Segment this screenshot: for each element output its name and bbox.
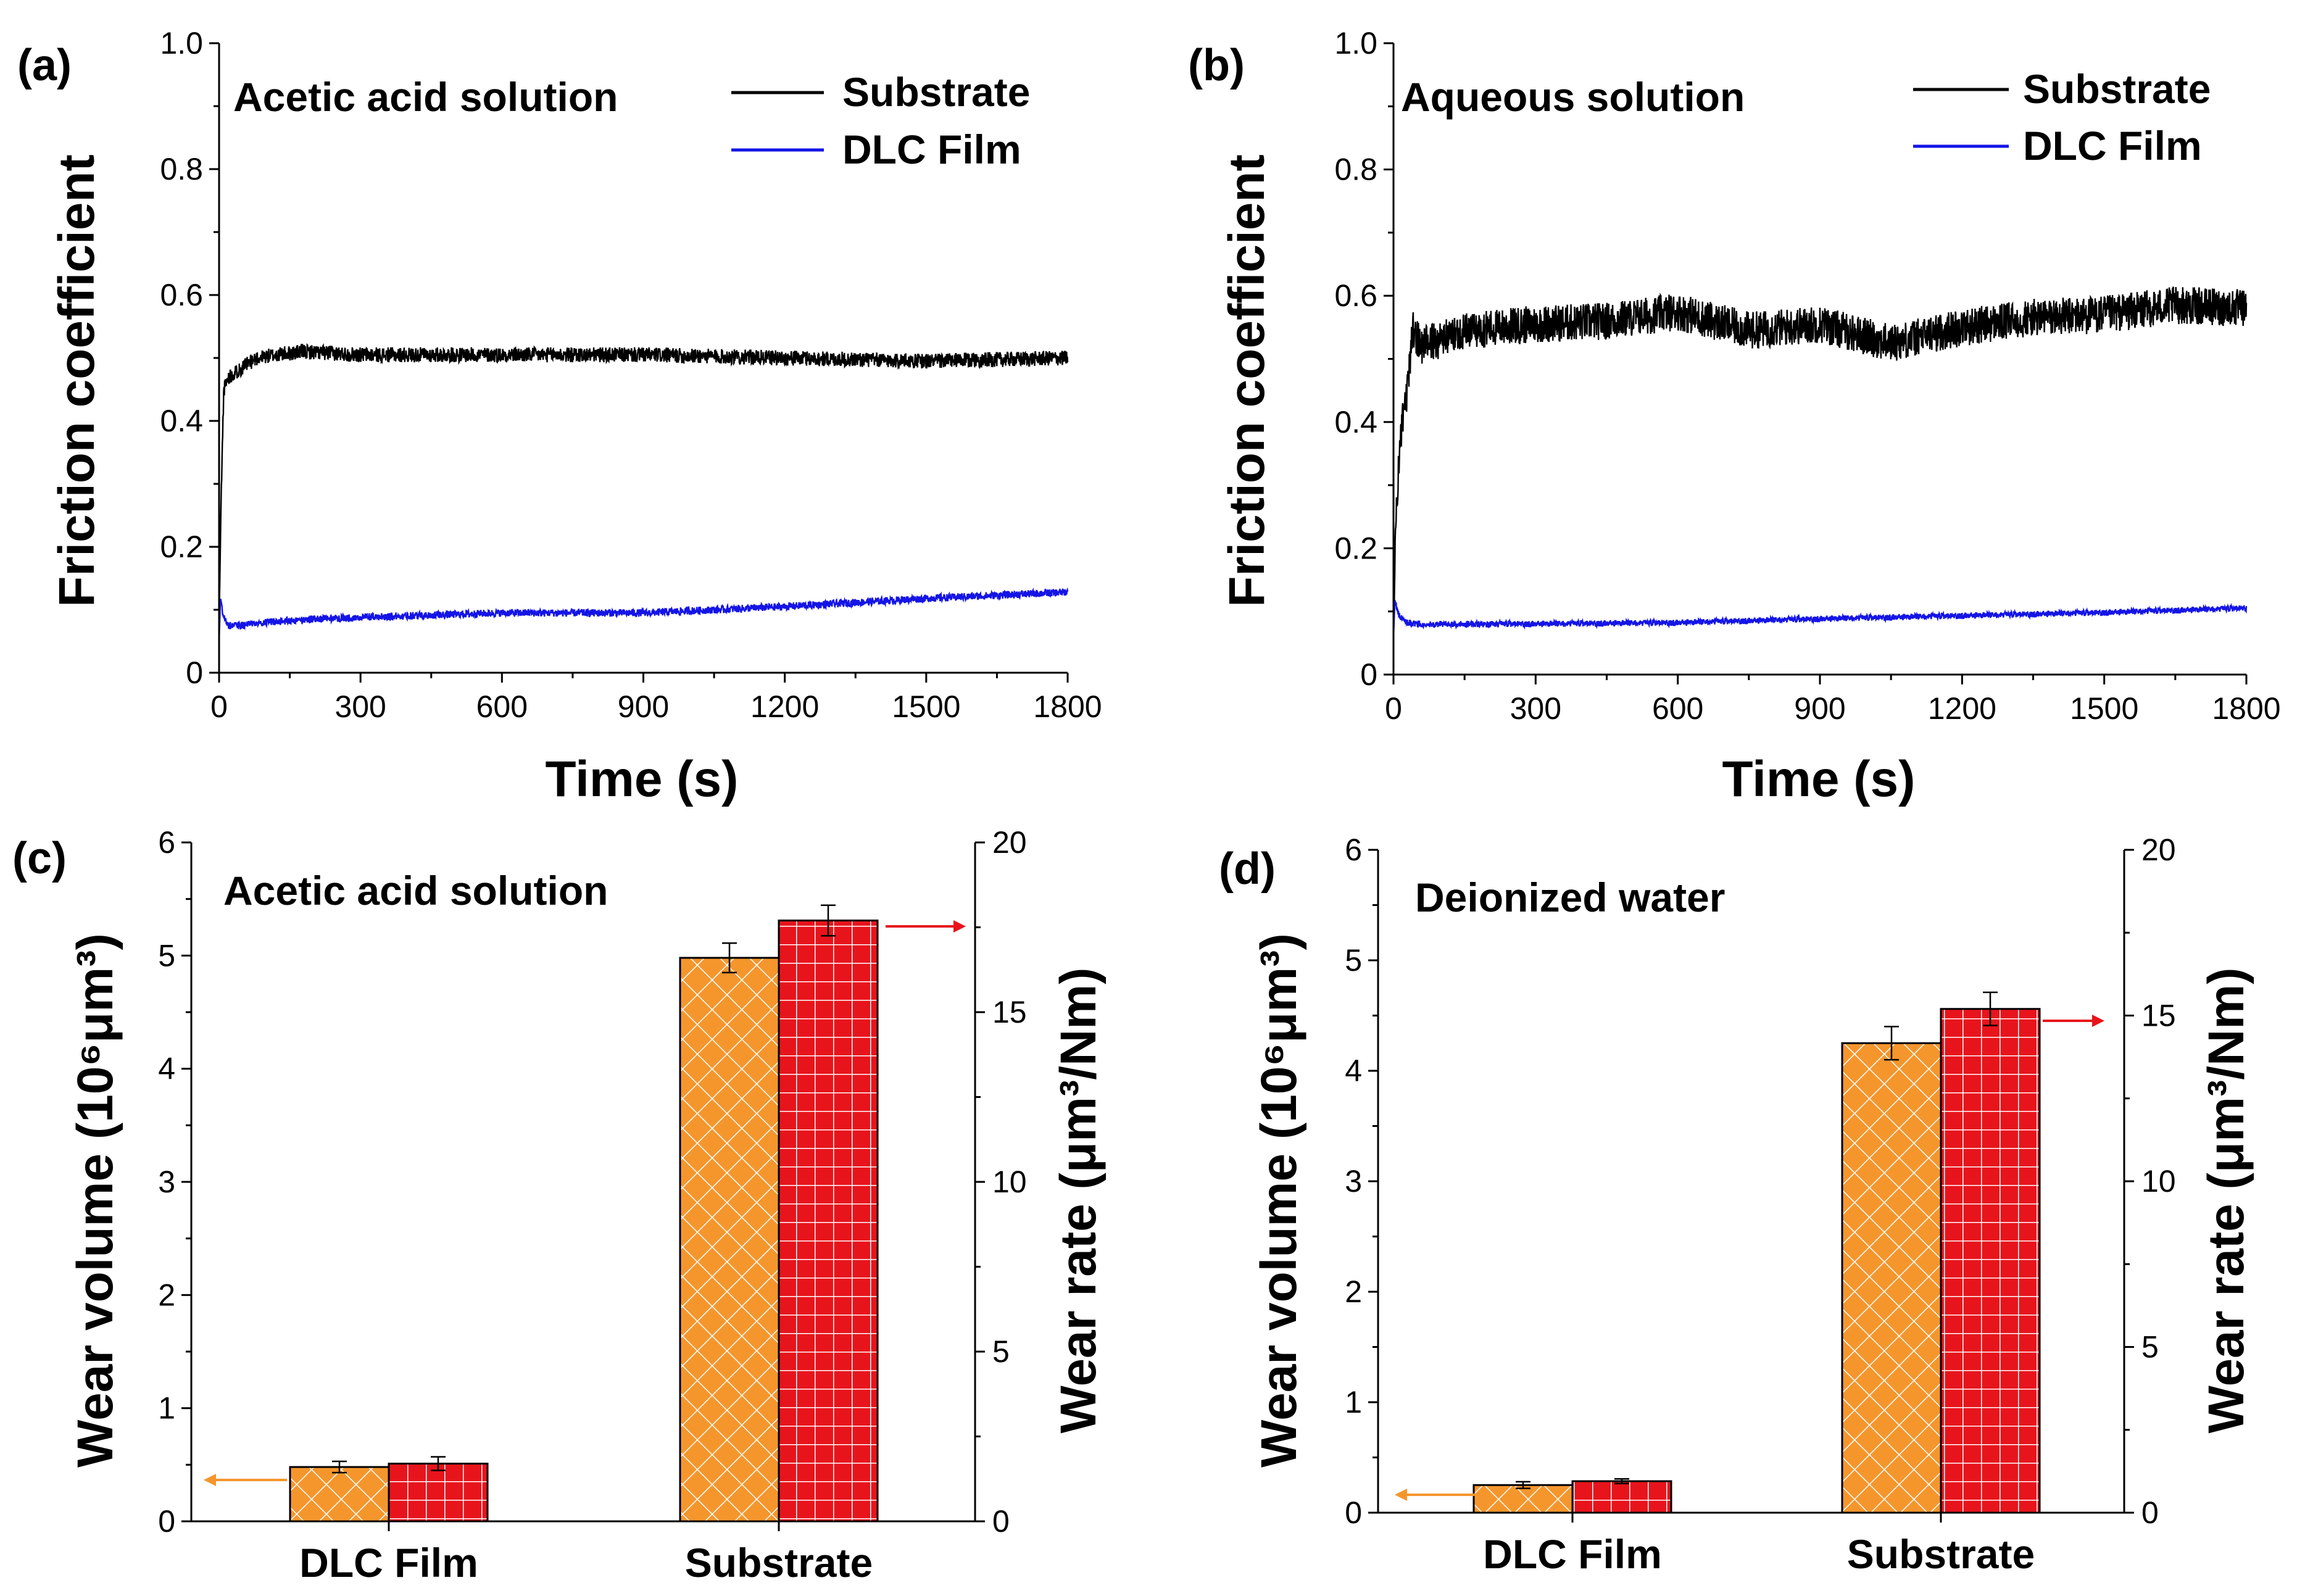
- y-left-tick-label: 1: [1345, 1385, 1362, 1419]
- bar-wear-volume: [1841, 1042, 1942, 1514]
- legend-label-dlc: DLC Film: [842, 127, 1021, 172]
- bar-wear-volume: [1472, 1484, 1574, 1514]
- panel-label: (d): [1219, 844, 1276, 894]
- y-left-tick-label: 5: [1345, 943, 1362, 978]
- x-tick-label: 0: [210, 689, 228, 724]
- x-tick-label: 300: [334, 689, 386, 724]
- series-line-dlc-film: [218, 587, 1069, 642]
- x-tick-label: 1800: [1033, 689, 1102, 724]
- panel-label: (b): [1188, 41, 1245, 90]
- y-left-tick-label: 5: [158, 938, 175, 973]
- bar-wear-volume: [289, 1466, 390, 1523]
- x-tick-label: 0: [1385, 691, 1402, 726]
- y-right-tick-label: 15: [2141, 999, 2176, 1033]
- inner-title: Acetic acid solution: [223, 868, 608, 913]
- y-tick-label: 0.4: [1334, 405, 1377, 439]
- y-axis-title: Friction coefficient: [49, 154, 105, 607]
- x-axis-title: Time (s): [546, 751, 739, 807]
- category-label: DLC Film: [1483, 1531, 1662, 1577]
- x-tick-label: 1800: [2212, 691, 2280, 726]
- x-tick-label: 1200: [750, 689, 819, 724]
- y-left-tick-label: 3: [1345, 1164, 1362, 1199]
- y-left-tick-label: 2: [158, 1278, 175, 1312]
- y-tick-label: 0.2: [160, 530, 203, 564]
- panel-label: (a): [17, 41, 72, 90]
- y-tick-label: 0: [1360, 657, 1377, 692]
- y-axis-left-title: Wear volume (10⁶μm³): [1251, 933, 1307, 1468]
- y-tick-label: 0.6: [1334, 278, 1377, 313]
- y-right-tick-label: 5: [2141, 1330, 2159, 1365]
- y-left-tick-label: 2: [1345, 1274, 1362, 1309]
- legend: Substrate DLC Film: [1913, 66, 2211, 168]
- bar-wear-rate: [388, 1463, 489, 1523]
- y-tick-label: 1.0: [1334, 26, 1377, 60]
- x-tick-label: 1200: [1928, 691, 1996, 726]
- bar-wear-rate: [1571, 1480, 1672, 1514]
- y-left-tick-label: 0: [1345, 1495, 1362, 1530]
- x-tick-label: 300: [1510, 691, 1561, 726]
- y-axis-right-title: Wear rate (μm³/Nm): [2198, 968, 2254, 1434]
- x-tick-label: 900: [618, 689, 669, 724]
- bar-wear-volume: [679, 957, 780, 1523]
- plot-area: 0 0.2 0.4 0.6 0.8 1.0 0 300 600 900 1200 1500 1800: [160, 26, 1102, 724]
- legend-label-dlc: DLC Film: [2023, 123, 2202, 168]
- bar-wear-rate: [1940, 1008, 2041, 1514]
- y-right-tick-label: 5: [992, 1334, 1010, 1369]
- y-right-tick-label: 0: [992, 1504, 1010, 1539]
- x-tick-label: 600: [476, 689, 528, 724]
- bar-wear-rate: [778, 920, 879, 1523]
- y-tick-label: 0: [186, 655, 203, 690]
- y-tick-label: 0.8: [1334, 152, 1377, 187]
- y-tick-label: 0.2: [1334, 531, 1377, 565]
- y-right-tick-label: 10: [992, 1165, 1027, 1199]
- inner-title: Aqueous solution: [1401, 74, 1745, 120]
- series-line-substrate: [218, 343, 1069, 623]
- y-right-tick-label: 15: [992, 995, 1027, 1029]
- y-tick-label: 0.4: [160, 404, 203, 438]
- plot-area: 0 1 2 3 4 5 6 0 5 10 15 20 DLC Film Substrate: [1345, 833, 2175, 1577]
- y-right-tick-label: 20: [2141, 833, 2176, 867]
- y-axis-left-title: Wear volume (10⁶μm³): [67, 933, 123, 1468]
- category-label: Substrate: [685, 1540, 873, 1586]
- y-tick-label: 0.6: [160, 278, 203, 312]
- panel-a: (a) 0 0.2 0.4 0.6 0.8 1.0 0 300 600 900 1200 1500 18…: [17, 26, 1102, 807]
- y-left-tick-label: 4: [158, 1052, 175, 1086]
- panel-c: (c) 0 1 2 3 4 5 6 0 5 10 15 20 DLC Film Substrate Ace…: [12, 825, 1107, 1586]
- y-right-tick-label: 20: [992, 825, 1027, 860]
- y-left-tick-label: 6: [1345, 833, 1362, 867]
- series-line-substrate: [1392, 286, 2248, 643]
- y-tick-label: 0.8: [160, 152, 203, 186]
- y-left-tick-label: 4: [1345, 1054, 1362, 1088]
- plot-area: 0 1 2 3 4 5 6 0 5 10 15 20 DLC Film Substrate: [158, 825, 1026, 1586]
- panel-d: (d) 0 1 2 3 4 5 6 0 5 10 15 20 DLC Film Substrate Dei…: [1219, 833, 2254, 1577]
- category-label: DLC Film: [299, 1540, 478, 1586]
- legend-label-substrate: Substrate: [2023, 66, 2211, 112]
- y-left-tick-label: 3: [158, 1165, 175, 1199]
- panel-label: (c): [12, 834, 67, 883]
- inner-title: Deionized water: [1415, 875, 1725, 920]
- x-tick-label: 1500: [892, 689, 960, 724]
- y-axis-title: Friction coefficient: [1219, 154, 1275, 607]
- x-tick-label: 900: [1794, 691, 1845, 726]
- legend: Substrate DLC Film: [731, 69, 1030, 172]
- category-label: Substrate: [1847, 1531, 2035, 1577]
- legend-label-substrate: Substrate: [842, 69, 1030, 115]
- y-left-tick-label: 1: [158, 1391, 175, 1426]
- series-line-dlc-film: [1392, 599, 2248, 637]
- x-tick-label: 600: [1652, 691, 1703, 726]
- inner-title: Acetic acid solution: [233, 74, 618, 120]
- y-left-tick-label: 6: [158, 825, 175, 860]
- y-left-tick-label: 0: [158, 1504, 175, 1539]
- y-axis-right-title: Wear rate (μm³/Nm): [1050, 968, 1107, 1434]
- x-tick-label: 1500: [2070, 691, 2138, 726]
- y-right-tick-label: 0: [2141, 1495, 2159, 1530]
- x-axis-title: Time (s): [1722, 751, 1916, 807]
- panel-b: (b) 0 0.2 0.4 0.6 0.8 1.0 0 300 600 900 1200 1500 18…: [1188, 26, 2281, 807]
- y-tick-label: 1.0: [160, 26, 203, 60]
- y-right-tick-label: 10: [2141, 1164, 2176, 1199]
- plot-area: 0 0.2 0.4 0.6 0.8 1.0 0 300 600 900 1200 1500 1800: [1334, 26, 2280, 726]
